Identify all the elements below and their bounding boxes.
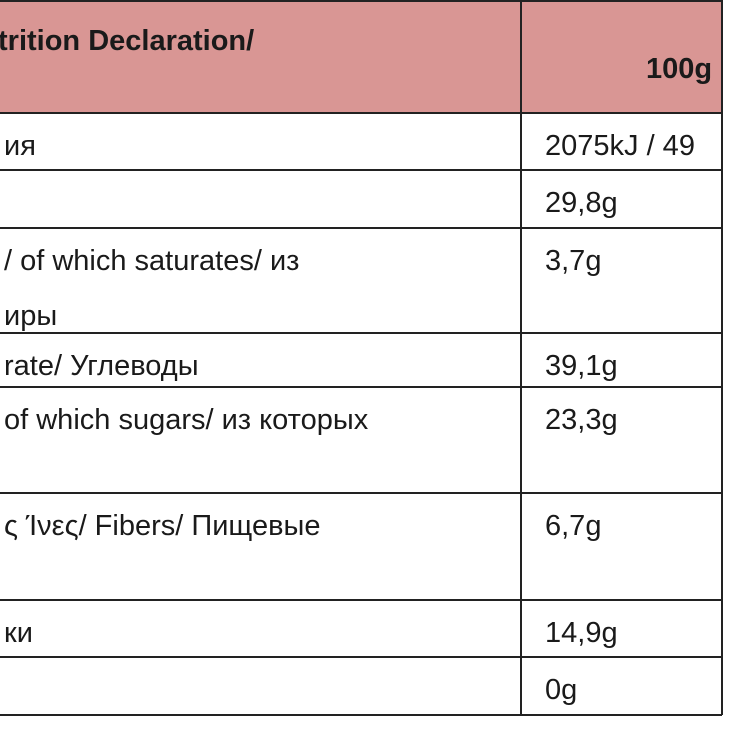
row-label: rate/ Углеводы <box>4 350 199 382</box>
header-right: 100g <box>646 53 712 85</box>
header-background <box>0 0 722 113</box>
row-value: 14,9g <box>545 617 618 649</box>
row-label: ия <box>4 130 36 162</box>
row-value: 39,1g <box>545 350 618 382</box>
row-label: ки <box>4 617 33 649</box>
row-value: 3,7g <box>545 245 601 277</box>
row-value: 23,3g <box>545 404 618 436</box>
row-label: ς Ίνες/ Fibers/ Пищевые <box>4 510 320 542</box>
row-label: / of which saturates/ из <box>4 245 299 277</box>
row-label: иры <box>4 300 57 332</box>
row-value: 6,7g <box>545 510 601 542</box>
row-label: of which sugars/ из которых <box>4 404 369 436</box>
row-value: 0g <box>545 674 577 706</box>
header-left: trition Declaration/ <box>0 25 254 57</box>
grid <box>0 0 723 715</box>
row-value: 29,8g <box>545 187 618 219</box>
row-value: 2075kJ / 49 <box>545 130 695 162</box>
